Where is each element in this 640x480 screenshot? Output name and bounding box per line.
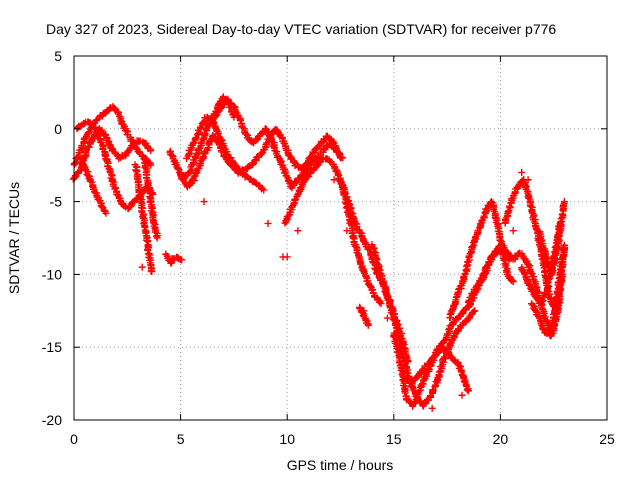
- axis-ticks: [73, 55, 608, 421]
- data-point: [541, 313, 549, 321]
- x-tick-label: 5: [177, 431, 185, 447]
- data-point: [471, 307, 479, 315]
- x-axis-label: GPS time / hours: [287, 457, 394, 473]
- y-tick-label: -20: [42, 412, 62, 428]
- data-series: [400, 343, 460, 387]
- data-point: [102, 209, 110, 217]
- data-point: [190, 173, 198, 181]
- data-point: [174, 165, 182, 173]
- data-point: [139, 213, 147, 221]
- data-point: [284, 212, 292, 220]
- data-series: [208, 93, 238, 126]
- y-tick-label: 0: [54, 121, 62, 137]
- data-point: [504, 207, 512, 215]
- data-point: [112, 184, 120, 192]
- data-point: [200, 198, 208, 206]
- data-point: [85, 143, 93, 151]
- data-point: [445, 325, 453, 333]
- data-point: [230, 113, 238, 121]
- chart-title: Day 327 of 2023, Sidereal Day-to-day VTE…: [46, 21, 556, 37]
- data-point: [151, 228, 159, 236]
- y-tick-label: -5: [50, 194, 63, 210]
- data-point: [337, 154, 344, 162]
- data-point: [294, 227, 302, 235]
- data-point: [383, 314, 391, 322]
- data-point: [148, 267, 156, 275]
- data-point: [468, 242, 476, 250]
- data-point: [527, 202, 535, 210]
- data-point: [138, 263, 146, 271]
- data-point: [330, 176, 338, 184]
- data-point: [283, 253, 291, 261]
- data-point: [329, 137, 337, 145]
- data-point: [333, 166, 341, 174]
- plot-frame: [73, 55, 608, 421]
- x-tick-label: 10: [279, 431, 295, 447]
- data-point: [501, 256, 508, 264]
- data-point: [98, 203, 106, 211]
- data-point: [458, 391, 466, 399]
- data-point: [509, 227, 517, 235]
- data-point: [153, 234, 161, 242]
- data-point: [364, 321, 372, 329]
- data-markers: [69, 93, 569, 412]
- data-series: [77, 154, 110, 217]
- y-axis-label: SDTVAR / TECUs: [6, 182, 22, 294]
- y-tick-label: 5: [54, 48, 62, 64]
- data-point: [264, 219, 272, 227]
- data-point: [463, 386, 471, 394]
- data-point: [260, 186, 268, 194]
- data-point: [275, 153, 283, 161]
- data-series: [535, 198, 568, 278]
- data-point: [147, 147, 155, 155]
- y-tick-label: -15: [42, 339, 62, 355]
- data-point: [168, 254, 176, 262]
- data-point: [481, 271, 489, 279]
- data-series: [183, 113, 268, 194]
- data-point: [168, 152, 176, 160]
- data-point: [551, 314, 559, 322]
- data-point: [428, 404, 436, 412]
- data-series: [528, 241, 569, 340]
- grid-lines: [74, 56, 607, 420]
- data-point: [84, 129, 92, 137]
- data-point: [360, 307, 368, 315]
- data-point: [377, 300, 385, 308]
- y-tick-label: -10: [42, 266, 62, 282]
- data-point: [560, 241, 568, 249]
- data-point: [524, 176, 532, 184]
- data-point: [509, 278, 517, 286]
- x-tick-label: 0: [70, 431, 78, 447]
- data-series: [131, 161, 156, 275]
- x-tick-label: 15: [386, 431, 402, 447]
- data-point: [303, 173, 311, 181]
- data-point: [298, 166, 306, 174]
- tick-labels: 0 5 10 15 20 25 5 0 -5 -10 -15 -20: [42, 48, 615, 447]
- data-point: [255, 181, 263, 189]
- data-point: [441, 355, 449, 363]
- data-point: [129, 140, 137, 148]
- data-point: [560, 198, 568, 206]
- data-point: [525, 194, 533, 202]
- data-point: [376, 298, 384, 306]
- data-series: [454, 358, 472, 395]
- data-point: [464, 387, 472, 395]
- x-tick-label: 25: [599, 431, 615, 447]
- data-series: [176, 125, 345, 191]
- data-series: [140, 155, 161, 242]
- data-series-scattered: [138, 168, 532, 412]
- data-series: [390, 241, 513, 410]
- data-point: [103, 156, 111, 164]
- x-tick-label: 20: [493, 431, 509, 447]
- data-point: [349, 234, 357, 242]
- data-point: [178, 256, 186, 264]
- data-series: [162, 250, 186, 267]
- data-point: [343, 227, 351, 235]
- data-point: [464, 298, 472, 306]
- data-point: [518, 168, 526, 176]
- data-point: [199, 154, 207, 162]
